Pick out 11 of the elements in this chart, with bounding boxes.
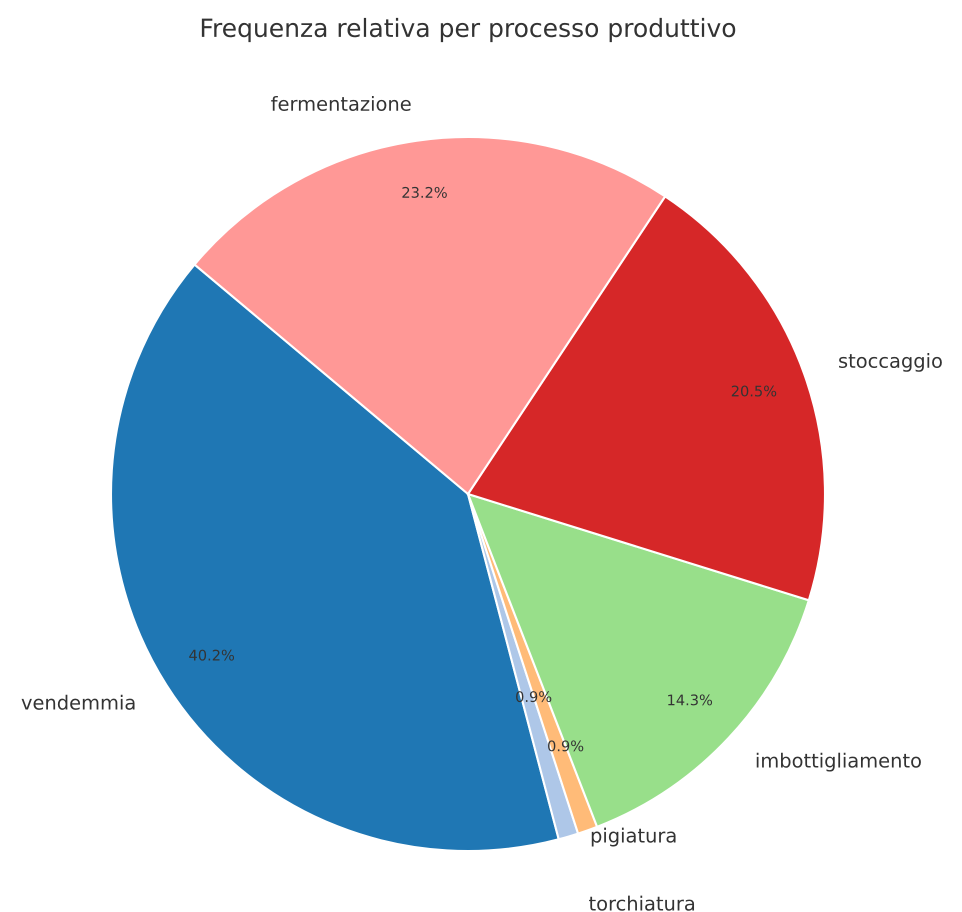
chart-title: Frequenza relativa per processo produttivo [202,18,736,42]
data-label: 40.2% [189,650,234,661]
slice-label: torchiatura [589,896,694,911]
data-label: 23.2% [402,186,447,198]
slice-label: imbottigliamento [756,752,921,772]
data-label: 20.5% [732,386,776,397]
slice-label: stoccaggio [839,352,942,372]
slice-label: fermentazione [271,96,411,111]
slice-label: vendemmia [22,694,135,710]
slice-label: pigiatura [592,828,676,846]
data-label: 14.3% [668,694,712,706]
